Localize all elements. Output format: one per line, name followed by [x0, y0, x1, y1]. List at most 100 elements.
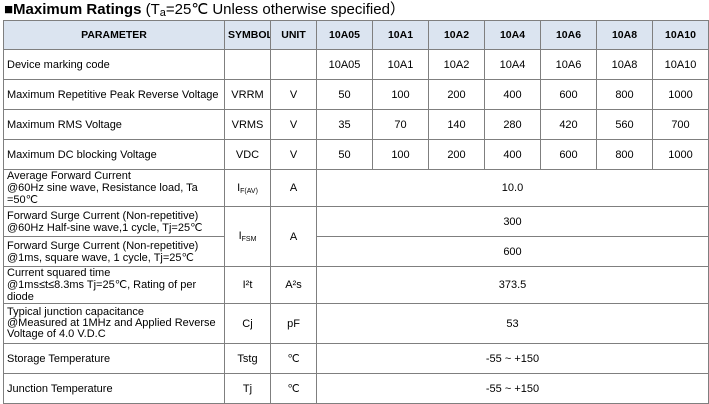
value-cell: 400: [484, 139, 541, 170]
max-ratings-table: PARAMETER SYMBOL UNIT 10A05 10A1 10A2 10…: [3, 20, 709, 404]
table-row-i2t: Current squared time @1ms≤t≤8.3ms Tj=25℃…: [3, 266, 709, 304]
value-cell: 10A1: [372, 49, 429, 80]
param-cell: Average Forward Current @60Hz sine wave,…: [3, 169, 225, 207]
title-bold: ■Maximum Ratings: [4, 1, 142, 18]
value-cell: 10A05: [316, 49, 373, 80]
param-line: Forward Surge Current (Non-repetitive): [7, 209, 199, 222]
value-cell: 10A10: [652, 49, 709, 80]
symbol-cell: VRMS: [224, 109, 271, 140]
param-cell: Storage Temperature: [3, 343, 225, 374]
param-line: Voltage of 4.0 V.D.C: [7, 328, 106, 340]
unit-cell: ℃: [270, 343, 317, 374]
value-cell: 200: [428, 79, 485, 110]
value-cell: 100: [372, 139, 429, 170]
header-10a10: 10A10: [652, 20, 709, 50]
section-title: ■Maximum Ratings (Ta=25℃ Unless otherwis…: [4, 0, 405, 20]
value-cell: 140: [428, 109, 485, 140]
value-cell: 300: [316, 206, 709, 237]
value-cell: 10A2: [428, 49, 485, 80]
table-row-avg-forward: Average Forward Current @60Hz sine wave,…: [3, 169, 709, 207]
table-row: Maximum Repetitive Peak Reverse Voltage …: [3, 79, 709, 110]
title-condition: (Ta=25℃ Unless otherwise specified）: [141, 1, 405, 19]
table-row-tstg: Storage Temperature Tstg ℃ -55 ~ +150: [3, 343, 709, 374]
param-cell: Forward Surge Current (Non-repetitive) @…: [3, 206, 225, 237]
table-row: Maximum DC blocking Voltage VDC V 50 100…: [3, 139, 709, 170]
unit-cell: ℃: [270, 373, 317, 404]
value-cell: 10.0: [316, 169, 709, 207]
param-cell: Typical junction capacitance @Measured a…: [3, 303, 225, 344]
header-10a6: 10A6: [540, 20, 597, 50]
unit-cell: V: [270, 79, 317, 110]
header-parameter: PARAMETER: [3, 20, 225, 50]
value-cell: 50: [316, 79, 373, 110]
unit-cell: A: [270, 206, 317, 267]
header-unit: UNIT: [270, 20, 317, 50]
value-cell: 373.5: [316, 266, 709, 304]
param-line: @60Hz sine wave, Resistance load, Ta =50…: [7, 182, 198, 206]
header-10a4: 10A4: [484, 20, 541, 50]
symbol-cell: [224, 49, 271, 80]
param-line: Current squared time: [7, 267, 111, 280]
table-row-cj: Typical junction capacitance @Measured a…: [3, 303, 709, 344]
value-cell: 700: [652, 109, 709, 140]
header-10a8: 10A8: [596, 20, 653, 50]
param-line: @1ms, square wave, 1 cycle, Tj=25℃: [7, 251, 194, 264]
unit-cell: V: [270, 139, 317, 170]
symbol-cell: I²t: [224, 266, 271, 304]
unit-cell: A²s: [270, 266, 317, 304]
symbol-cell: Cj: [224, 303, 271, 344]
value-cell: 800: [596, 139, 653, 170]
unit-cell: A: [270, 169, 317, 207]
param-line: Average Forward Current: [7, 170, 131, 183]
param-line: @60Hz Half-sine wave,1 cycle, Tj=25℃: [7, 221, 203, 234]
param-cell: Device marking code: [3, 49, 225, 80]
table-row-surge-60hz: Forward Surge Current (Non-repetitive) @…: [3, 206, 709, 267]
symbol-cell: IFSM: [224, 206, 271, 267]
value-cell: 100: [372, 79, 429, 110]
value-cell: -55 ~ +150: [316, 373, 709, 404]
value-cell: 200: [428, 139, 485, 170]
value-cell: 600: [316, 236, 709, 267]
value-cell: 1000: [652, 79, 709, 110]
value-cell: 800: [596, 79, 653, 110]
unit-cell: V: [270, 109, 317, 140]
value-cell: 70: [372, 109, 429, 140]
param-cell: Maximum RMS Voltage: [3, 109, 225, 140]
value-cell: -55 ~ +150: [316, 343, 709, 374]
value-cell: 400: [484, 79, 541, 110]
symbol-cell: VRRM: [224, 79, 271, 110]
table-row: Maximum RMS Voltage VRMS V 35 70 140 280…: [3, 109, 709, 140]
value-cell: 420: [540, 109, 597, 140]
value-cell: 10A6: [540, 49, 597, 80]
param-line: Forward Surge Current (Non-repetitive): [7, 239, 199, 252]
symbol-cell: IF(AV): [224, 169, 271, 207]
param-line: Typical junction capacitance: [7, 306, 144, 318]
value-cell: 53: [316, 303, 709, 344]
header-symbol: SYMBOL: [224, 20, 271, 50]
param-cell: Maximum DC blocking Voltage: [3, 139, 225, 170]
header-10a2: 10A2: [428, 20, 485, 50]
value-cell: 600: [540, 139, 597, 170]
symbol-cell: Tj: [224, 373, 271, 404]
param-cell: Junction Temperature: [3, 373, 225, 404]
value-cell: 10A4: [484, 49, 541, 80]
param-line: @Measured at 1MHz and Applied Reverse: [7, 317, 216, 329]
header-10a1: 10A1: [372, 20, 429, 50]
value-cell: 1000: [652, 139, 709, 170]
value-cell: 600: [540, 79, 597, 110]
value-cell: 35: [316, 109, 373, 140]
param-cell: Current squared time @1ms≤t≤8.3ms Tj=25℃…: [3, 266, 225, 304]
header-10a05: 10A05: [316, 20, 373, 50]
param-line: @1ms≤t≤8.3ms Tj=25℃, Rating of per diode: [7, 279, 197, 303]
value-cell: 280: [484, 109, 541, 140]
symbol-cell: VDC: [224, 139, 271, 170]
value-cell: 50: [316, 139, 373, 170]
table-row: Device marking code 10A05 10A1 10A2 10A4…: [3, 49, 709, 80]
symbol-cell: Tstg: [224, 343, 271, 374]
header-row: PARAMETER SYMBOL UNIT 10A05 10A1 10A2 10…: [3, 20, 709, 50]
table-row-tj: Junction Temperature Tj ℃ -55 ~ +150: [3, 373, 709, 404]
param-cell: Forward Surge Current (Non-repetitive) @…: [3, 236, 225, 267]
unit-cell: [270, 49, 317, 80]
value-cell: 560: [596, 109, 653, 140]
param-cell: Maximum Repetitive Peak Reverse Voltage: [3, 79, 225, 110]
